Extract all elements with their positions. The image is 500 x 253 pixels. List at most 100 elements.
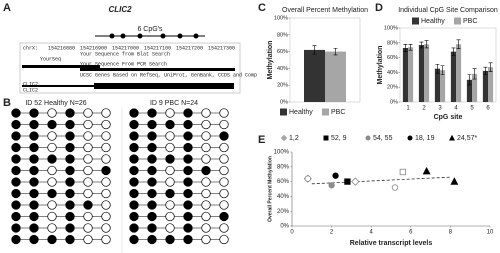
group-title: ID 9 PBC N=24 bbox=[150, 100, 198, 107]
cpg-site bbox=[165, 223, 175, 233]
cpg-site bbox=[29, 131, 39, 141]
cpg-site bbox=[129, 223, 139, 233]
bar bbox=[472, 73, 478, 102]
x-tick-label: 0 bbox=[290, 230, 294, 236]
legend-marker bbox=[280, 134, 288, 142]
cpg-site bbox=[183, 154, 193, 164]
cpg-site bbox=[101, 142, 111, 153]
point bbox=[399, 168, 407, 176]
cpg-site bbox=[47, 223, 57, 233]
cpg-site bbox=[147, 177, 157, 187]
cpg-site bbox=[83, 200, 93, 210]
bar bbox=[408, 47, 414, 102]
cpg-site bbox=[101, 131, 111, 141]
cpg-site bbox=[147, 223, 157, 233]
cpg-site bbox=[201, 154, 211, 164]
bar bbox=[450, 51, 456, 102]
cpg-site bbox=[201, 142, 211, 153]
cpg-site bbox=[219, 223, 229, 233]
point bbox=[391, 184, 399, 191]
x-tick-label: 4 bbox=[370, 230, 374, 236]
bar bbox=[304, 49, 325, 102]
cpg-site bbox=[29, 211, 39, 222]
cpg-site bbox=[219, 165, 229, 176]
panel-label: D bbox=[375, 2, 383, 14]
cpg-site bbox=[165, 131, 175, 141]
legend-swatch bbox=[412, 17, 419, 25]
cpg-site bbox=[129, 200, 139, 210]
x-tick-label: 5 bbox=[470, 106, 474, 112]
y-tick-label: 80% bbox=[277, 32, 288, 38]
cpg-site bbox=[101, 188, 111, 199]
x-tick-label: 10 bbox=[487, 230, 494, 236]
error-bar bbox=[451, 47, 456, 56]
cpg-site bbox=[183, 177, 193, 187]
error-bar bbox=[483, 66, 488, 75]
error-bar bbox=[440, 65, 445, 75]
cpg-site bbox=[201, 211, 211, 222]
legend-marker bbox=[323, 135, 329, 141]
cpg-site bbox=[47, 119, 57, 130]
cpg-site bbox=[101, 211, 111, 222]
cpg-site bbox=[47, 131, 57, 141]
plot-frame bbox=[399, 27, 497, 103]
cpg-site bbox=[47, 200, 57, 210]
x-axis-label: CpG site bbox=[434, 114, 463, 121]
cpg-site bbox=[65, 131, 75, 141]
y-axis-label: Methylation bbox=[267, 41, 274, 80]
legend-label: Healthy bbox=[421, 18, 445, 25]
cpg-site bbox=[219, 188, 229, 199]
cpg-site bbox=[183, 223, 193, 233]
y-tick-label: 40% bbox=[277, 194, 290, 200]
x-tick-label: 8 bbox=[449, 230, 453, 236]
track-label: Your Sequence From PCR Search bbox=[80, 61, 167, 67]
error-bar bbox=[312, 45, 317, 55]
cpg-site bbox=[101, 200, 111, 210]
cpg-site bbox=[165, 211, 175, 222]
error-bar bbox=[424, 40, 429, 49]
cpg-site bbox=[165, 177, 175, 187]
y-tick-label: 20% bbox=[277, 209, 290, 215]
cpg-site bbox=[47, 177, 57, 187]
cpg-site bbox=[83, 108, 93, 118]
y-tick-label: 40% bbox=[277, 66, 288, 72]
error-bar bbox=[419, 41, 424, 49]
cpg-site bbox=[219, 177, 229, 187]
cpg-site bbox=[11, 200, 21, 210]
cpg-site bbox=[101, 223, 111, 233]
error-bar bbox=[403, 43, 408, 52]
y-tick-label: 100% bbox=[274, 15, 288, 21]
cpg-site bbox=[183, 108, 193, 118]
cpg-site bbox=[65, 165, 75, 176]
bar bbox=[325, 51, 346, 102]
cpg-site bbox=[11, 223, 21, 233]
cpg-site bbox=[65, 142, 75, 153]
gene-line bbox=[22, 85, 94, 87]
cpg-site bbox=[201, 119, 211, 130]
cpg-site bbox=[29, 223, 39, 233]
cpg-site bbox=[11, 211, 21, 222]
error-bar bbox=[435, 63, 440, 74]
cpg-site bbox=[183, 234, 193, 245]
cpg-site bbox=[65, 211, 75, 222]
position: 154217000 bbox=[112, 45, 139, 51]
cpg-site bbox=[201, 188, 211, 199]
y-tick-label: 60% bbox=[387, 55, 398, 61]
error-bar bbox=[333, 47, 338, 56]
point bbox=[422, 166, 431, 175]
cpg-site bbox=[47, 165, 57, 176]
error-bar bbox=[408, 43, 413, 51]
cpg-dots bbox=[109, 33, 199, 39]
cpg-site bbox=[219, 200, 229, 210]
bar bbox=[434, 68, 440, 102]
cpg-site bbox=[147, 165, 157, 176]
cpg-site bbox=[201, 223, 211, 233]
position: 154217300 bbox=[208, 45, 235, 51]
cpg-site bbox=[29, 188, 39, 199]
cpg-site bbox=[11, 177, 21, 187]
y-tick-label: 80% bbox=[387, 40, 398, 46]
chrom: chrX: bbox=[23, 45, 38, 51]
cpg-site bbox=[129, 211, 139, 222]
cpg-site bbox=[29, 165, 39, 176]
